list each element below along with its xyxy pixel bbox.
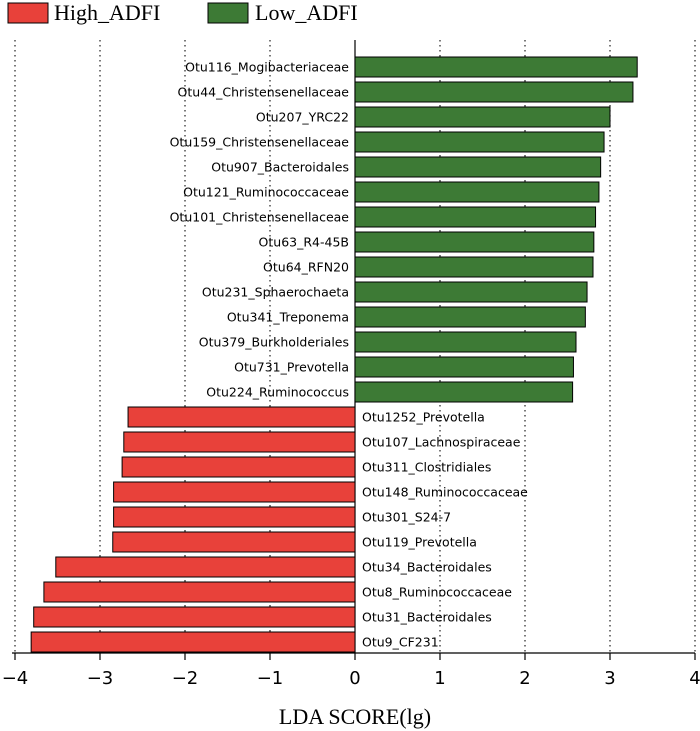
bar-label: Otu8_Ruminococcaceae: [362, 585, 512, 600]
bar-label: Otu224_Ruminococcus: [206, 385, 349, 400]
bar-labels: Otu116_Mogibacteriaceae Otu44_Christensen…: [170, 60, 529, 650]
x-tick-label: 2: [519, 668, 530, 689]
bar-otu119-prevotella: [112, 531, 356, 553]
bar-otu231-sphaerochaeta: [354, 281, 588, 303]
bar-label: Otu311_Clostridiales: [362, 460, 491, 475]
x-axis-ticks: −4 −3 −2 −1 0 1 2 3 4: [2, 653, 700, 689]
x-tick-label: −4: [2, 668, 29, 689]
x-axis-title: LDA SCORE(lg): [279, 704, 431, 729]
bar-label: Otu301_S24-7: [362, 510, 451, 525]
x-tick-label: −2: [172, 668, 199, 689]
bar-otu159-christensenellaceae: [354, 131, 605, 153]
bar-label: Otu116_Mogibacteriaceae: [185, 60, 349, 75]
bar-label: Otu101_Christensenellaceae: [170, 210, 350, 225]
bar-otu207-yrc22: [354, 106, 611, 128]
bar-otu101-christensenellaceae: [354, 206, 597, 228]
bar-otu148-ruminococcaceae: [113, 481, 356, 503]
x-tick-label: 0: [349, 668, 360, 689]
bar-label: Otu119_Prevotella: [362, 535, 477, 550]
legend-label-high-adfi: High_ADFI: [54, 0, 160, 25]
bar-label: Otu907_Bacteroidales: [211, 160, 349, 175]
bar-otu731-prevotella: [354, 356, 574, 378]
legend-swatch-high-adfi: [7, 2, 49, 24]
bar-label: Otu121_Ruminococcaceae: [183, 185, 349, 200]
bar-otu311-clostridiales: [121, 456, 356, 478]
bar-otu121-ruminococcaceae: [354, 181, 600, 203]
bar-otu1252-prevotella: [127, 406, 356, 428]
bar-label: Otu1252_Prevotella: [362, 410, 485, 425]
bar-otu63-r4-45b: [354, 231, 595, 253]
bar-label: Otu207_YRC22: [256, 110, 349, 125]
bar-otu107-lachnospiraceae: [123, 431, 356, 453]
bar-otu224-ruminococcus: [354, 381, 574, 403]
bar-otu8-ruminococcaceae: [43, 581, 356, 603]
bar-otu907-bacteroidales: [354, 156, 602, 178]
bar-label: Otu231_Sphaerochaeta: [202, 285, 349, 300]
bar-otu31-bacteroidales: [33, 606, 356, 628]
bar-label: Otu64_RFN20: [263, 260, 349, 275]
bar-label: Otu148_Ruminococcaceae: [362, 485, 528, 500]
bar-otu116-mogibacteriaceae: [354, 56, 638, 78]
x-tick-label: 1: [434, 668, 445, 689]
bar-otu341-treponema: [354, 306, 586, 328]
bar-otu379-burkholderiales: [354, 331, 577, 353]
x-tick-label: −3: [87, 668, 114, 689]
bar-label: Otu31_Bacteroidales: [362, 610, 492, 625]
bar-otu44-christensenellaceae: [354, 81, 634, 103]
bar-otu64-rfn20: [354, 256, 594, 278]
legend: High_ADFI Low_ADFI: [7, 0, 358, 25]
bar-label: Otu341_Treponema: [227, 310, 349, 325]
bar-label: Otu44_Christensenellaceae: [178, 85, 350, 100]
bar-label: Otu34_Bacteroidales: [362, 560, 492, 575]
bar-label: Otu159_Christensenellaceae: [170, 135, 350, 150]
bar-label: Otu63_R4-45B: [259, 235, 349, 250]
x-tick-label: 4: [689, 668, 700, 689]
bar-label: Otu107_Lachnospiraceae: [362, 435, 521, 450]
x-tick-label: 3: [604, 668, 615, 689]
legend-label-low-adfi: Low_ADFI: [255, 0, 358, 25]
bar-otu34-bacteroidales: [55, 556, 356, 578]
bar-otu9-cf231: [30, 631, 356, 653]
bars: [30, 56, 638, 653]
bar-label: Otu731_Prevotella: [234, 360, 349, 375]
x-tick-label: −1: [257, 668, 284, 689]
legend-swatch-low-adfi: [207, 2, 249, 24]
bar-label: Otu9_CF231: [362, 635, 439, 650]
bar-otu301-s24-7: [113, 506, 356, 528]
bar-label: Otu379_Burkholderiales: [199, 335, 349, 350]
